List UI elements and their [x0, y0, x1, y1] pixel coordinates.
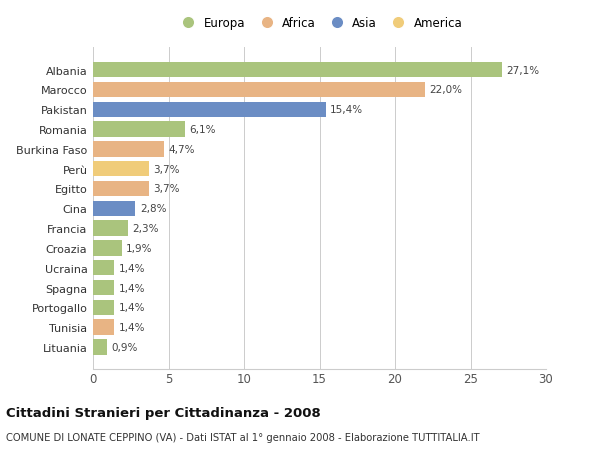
- Bar: [93, 181, 149, 197]
- Text: COMUNE DI LONATE CEPPINO (VA) - Dati ISTAT al 1° gennaio 2008 - Elaborazione TUT: COMUNE DI LONATE CEPPINO (VA) - Dati IST…: [6, 432, 479, 442]
- Text: 1,4%: 1,4%: [119, 263, 145, 273]
- Bar: [93, 280, 114, 296]
- Bar: [93, 122, 185, 138]
- Text: 15,4%: 15,4%: [330, 105, 363, 115]
- Text: 27,1%: 27,1%: [507, 66, 540, 75]
- Bar: [93, 241, 122, 256]
- Text: 1,4%: 1,4%: [119, 322, 145, 332]
- Bar: [93, 102, 326, 118]
- Text: 2,8%: 2,8%: [140, 204, 166, 214]
- Bar: [93, 83, 425, 98]
- Text: 3,7%: 3,7%: [154, 164, 180, 174]
- Bar: [93, 201, 135, 217]
- Text: 6,1%: 6,1%: [190, 125, 216, 135]
- Text: 4,7%: 4,7%: [169, 145, 195, 155]
- Text: 1,4%: 1,4%: [119, 302, 145, 313]
- Bar: [93, 221, 128, 236]
- Bar: [93, 63, 502, 78]
- Legend: Europa, Africa, Asia, America: Europa, Africa, Asia, America: [172, 12, 467, 35]
- Text: 0,9%: 0,9%: [111, 342, 137, 352]
- Bar: [93, 260, 114, 276]
- Text: 22,0%: 22,0%: [430, 85, 463, 95]
- Bar: [93, 340, 107, 355]
- Bar: [93, 162, 149, 177]
- Bar: [93, 320, 114, 335]
- Text: 3,7%: 3,7%: [154, 184, 180, 194]
- Bar: [93, 300, 114, 315]
- Text: 1,4%: 1,4%: [119, 283, 145, 293]
- Text: 2,3%: 2,3%: [132, 224, 159, 234]
- Text: Cittadini Stranieri per Cittadinanza - 2008: Cittadini Stranieri per Cittadinanza - 2…: [6, 406, 321, 419]
- Text: 1,9%: 1,9%: [126, 243, 153, 253]
- Bar: [93, 142, 164, 157]
